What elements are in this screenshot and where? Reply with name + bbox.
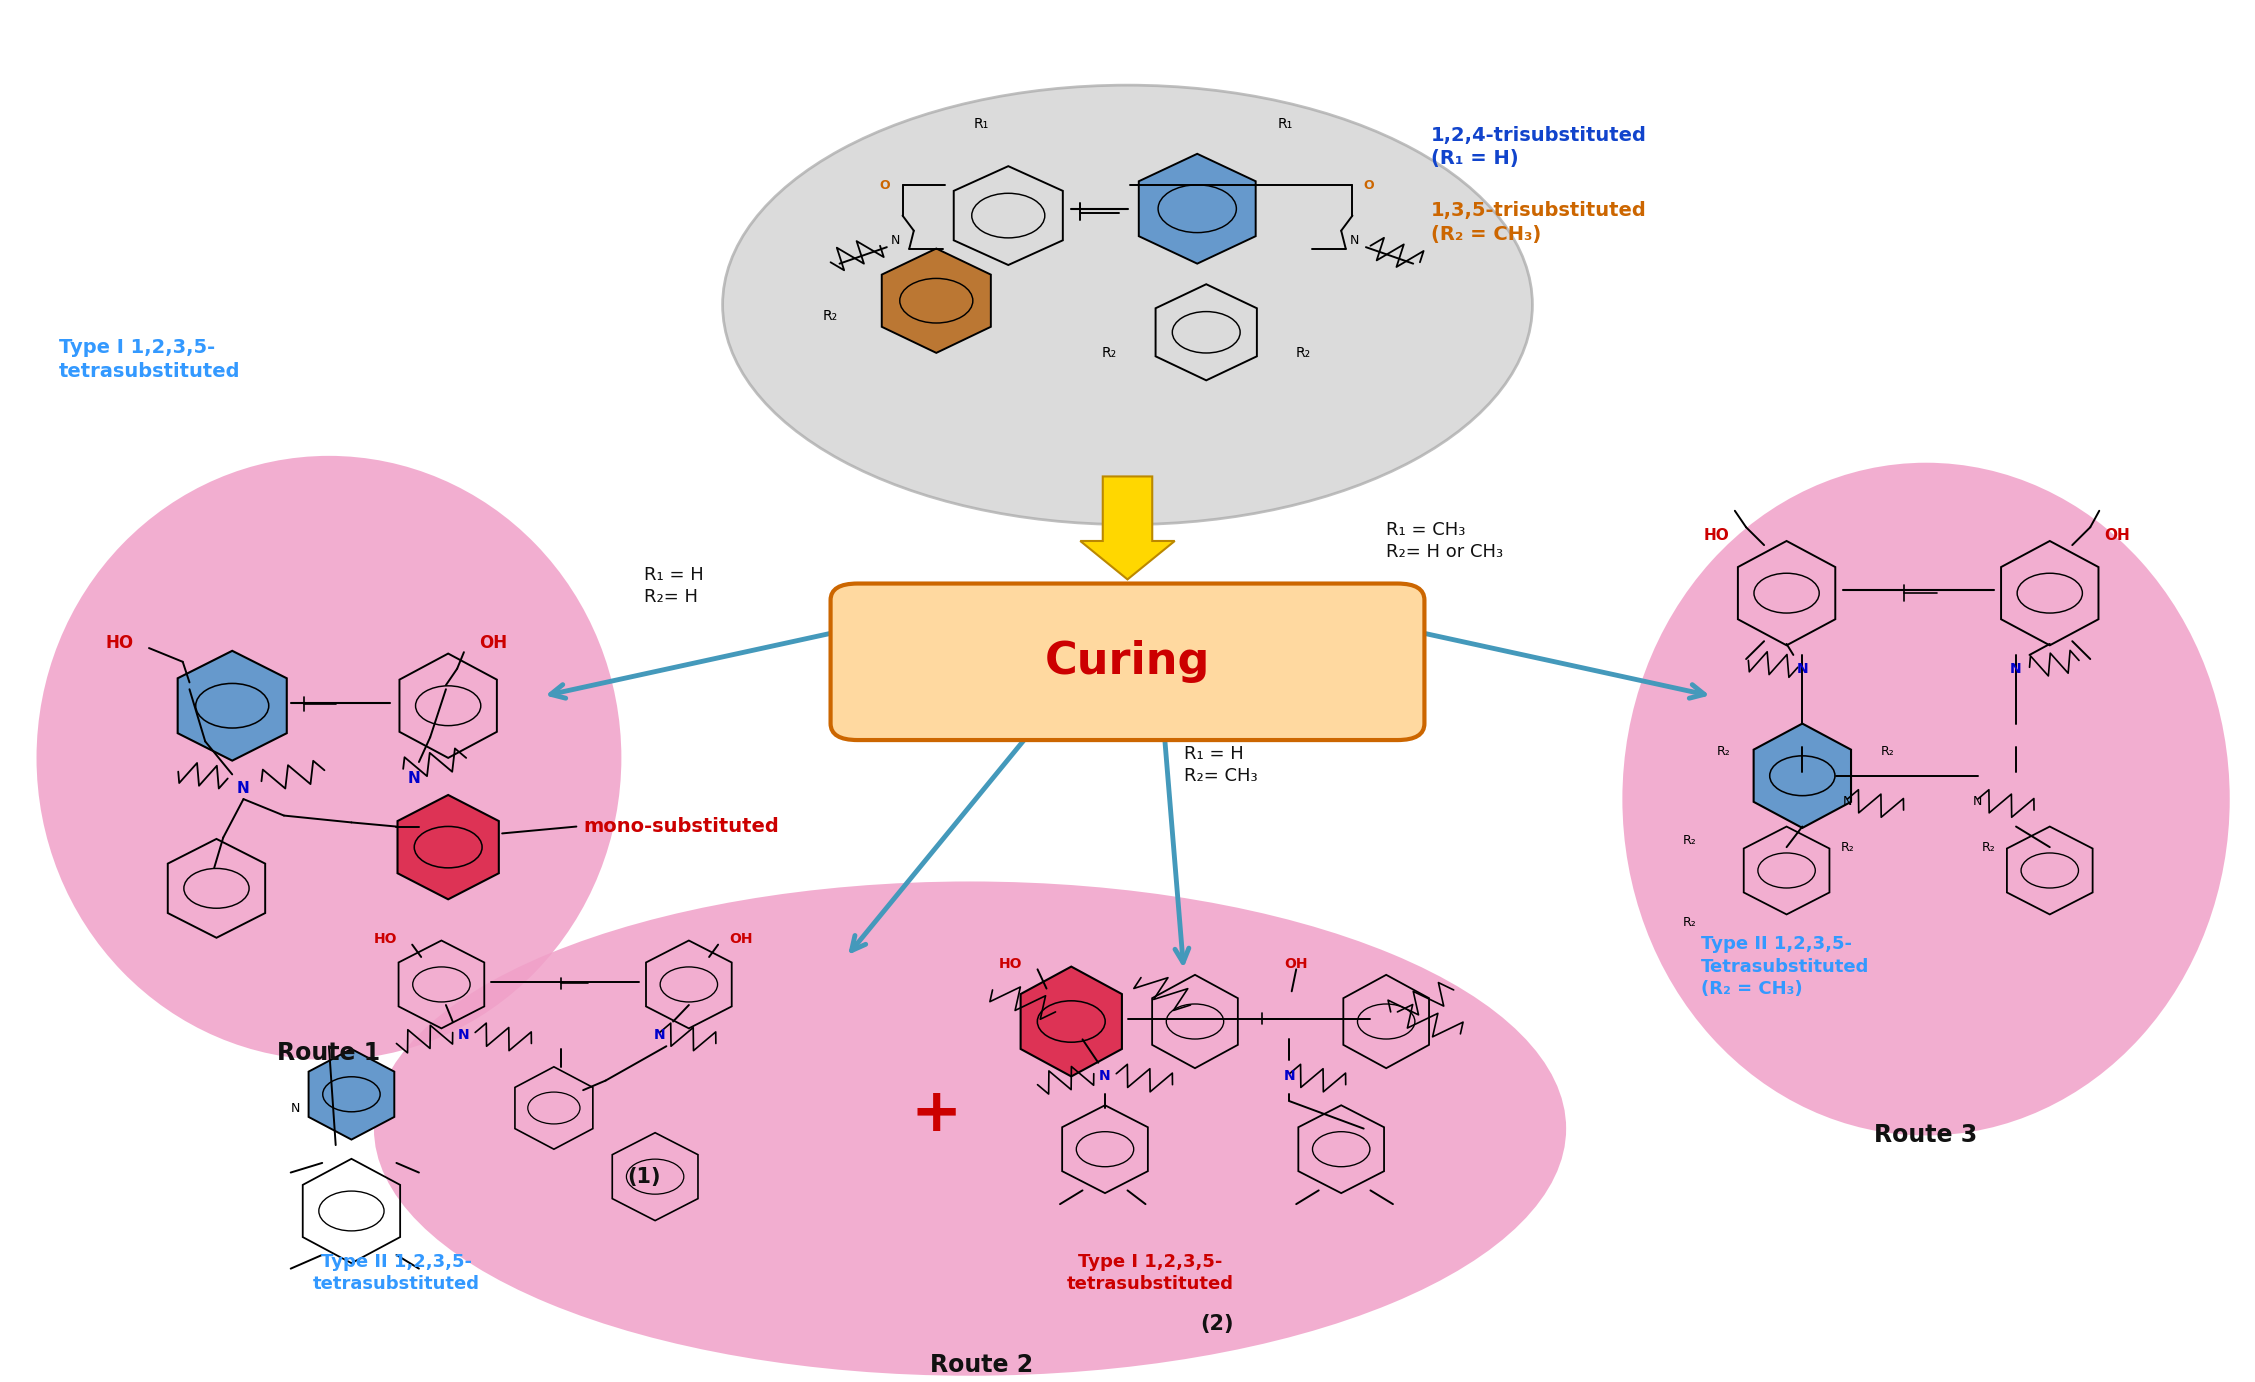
Text: R₁ = H
R₂= CH₃: R₁ = H R₂= CH₃ [1184,745,1258,785]
Text: 1,3,5-trisubstituted
(R₂ = CH₃): 1,3,5-trisubstituted (R₂ = CH₃) [1432,202,1646,243]
Polygon shape [1754,724,1851,828]
Text: N: N [291,1101,300,1114]
Text: N: N [1797,662,1809,676]
Text: Route 2: Route 2 [929,1353,1033,1376]
FancyArrow shape [1080,477,1175,579]
Text: Type II 1,2,3,5-
tetrasubstituted: Type II 1,2,3,5- tetrasubstituted [313,1252,480,1294]
Text: HO: HO [374,931,397,947]
Text: (2): (2) [1200,1313,1233,1334]
Text: R₂: R₂ [1294,346,1310,359]
Polygon shape [178,651,286,760]
Text: N: N [237,781,250,796]
Text: R₂: R₂ [823,308,839,323]
Ellipse shape [36,456,622,1060]
Text: R₂: R₂ [1840,840,1854,854]
Text: Type I 1,2,3,5-
tetrasubstituted: Type I 1,2,3,5- tetrasubstituted [59,339,241,381]
Text: mono-substituted: mono-substituted [584,817,778,836]
Text: Type I 1,2,3,5-
tetrasubstituted: Type I 1,2,3,5- tetrasubstituted [1067,1252,1233,1294]
Text: OH: OH [478,633,507,651]
Text: O: O [879,178,891,192]
Ellipse shape [374,882,1567,1375]
Text: N: N [458,1028,469,1042]
Polygon shape [397,795,498,900]
Text: R₂: R₂ [1881,745,1894,757]
Text: HO: HO [106,633,133,651]
FancyBboxPatch shape [830,583,1425,739]
Text: N: N [1351,234,1360,247]
Text: HO: HO [999,956,1022,970]
Text: Route 1: Route 1 [277,1041,381,1066]
Text: R₁ = CH₃
R₂= H or CH₃: R₁ = CH₃ R₂= H or CH₃ [1387,521,1504,561]
Text: N: N [654,1028,665,1042]
Polygon shape [309,1049,395,1140]
Text: O: O [1362,178,1373,192]
Text: Curing: Curing [1044,640,1211,683]
Text: R₂: R₂ [1103,346,1116,359]
Text: R₂: R₂ [1716,745,1730,757]
Text: R₂: R₂ [1982,840,1996,854]
Polygon shape [1139,153,1256,264]
Text: N: N [2009,662,2023,676]
Text: (1): (1) [627,1166,661,1187]
Text: OH: OH [1285,956,1308,970]
Text: OH: OH [728,931,753,947]
Text: N: N [1842,795,1851,808]
Text: R₂: R₂ [1682,833,1696,847]
Text: OH: OH [2104,528,2131,543]
Text: 1,2,4-trisubstituted
(R₁ = H): 1,2,4-trisubstituted (R₁ = H) [1432,126,1646,169]
Text: N: N [891,234,900,247]
Text: HO: HO [1705,528,1730,543]
Text: R₁: R₁ [1276,116,1292,130]
Text: R₁: R₁ [974,116,990,130]
Text: N: N [1973,795,1982,808]
Text: Type II 1,2,3,5-
Tetrasubstituted
(R₂ = CH₃): Type II 1,2,3,5- Tetrasubstituted (R₂ = … [1700,936,1869,998]
Ellipse shape [1621,463,2230,1136]
Text: N: N [1283,1070,1294,1083]
Text: Route 3: Route 3 [1874,1124,1978,1147]
Polygon shape [1022,966,1123,1077]
Text: R₁ = H
R₂= H: R₁ = H R₂= H [645,567,704,607]
Ellipse shape [722,86,1533,525]
Text: N: N [1098,1070,1112,1083]
Text: +: + [911,1085,963,1144]
Text: R₂: R₂ [1682,916,1696,929]
Polygon shape [882,249,990,352]
Text: N: N [408,771,422,786]
